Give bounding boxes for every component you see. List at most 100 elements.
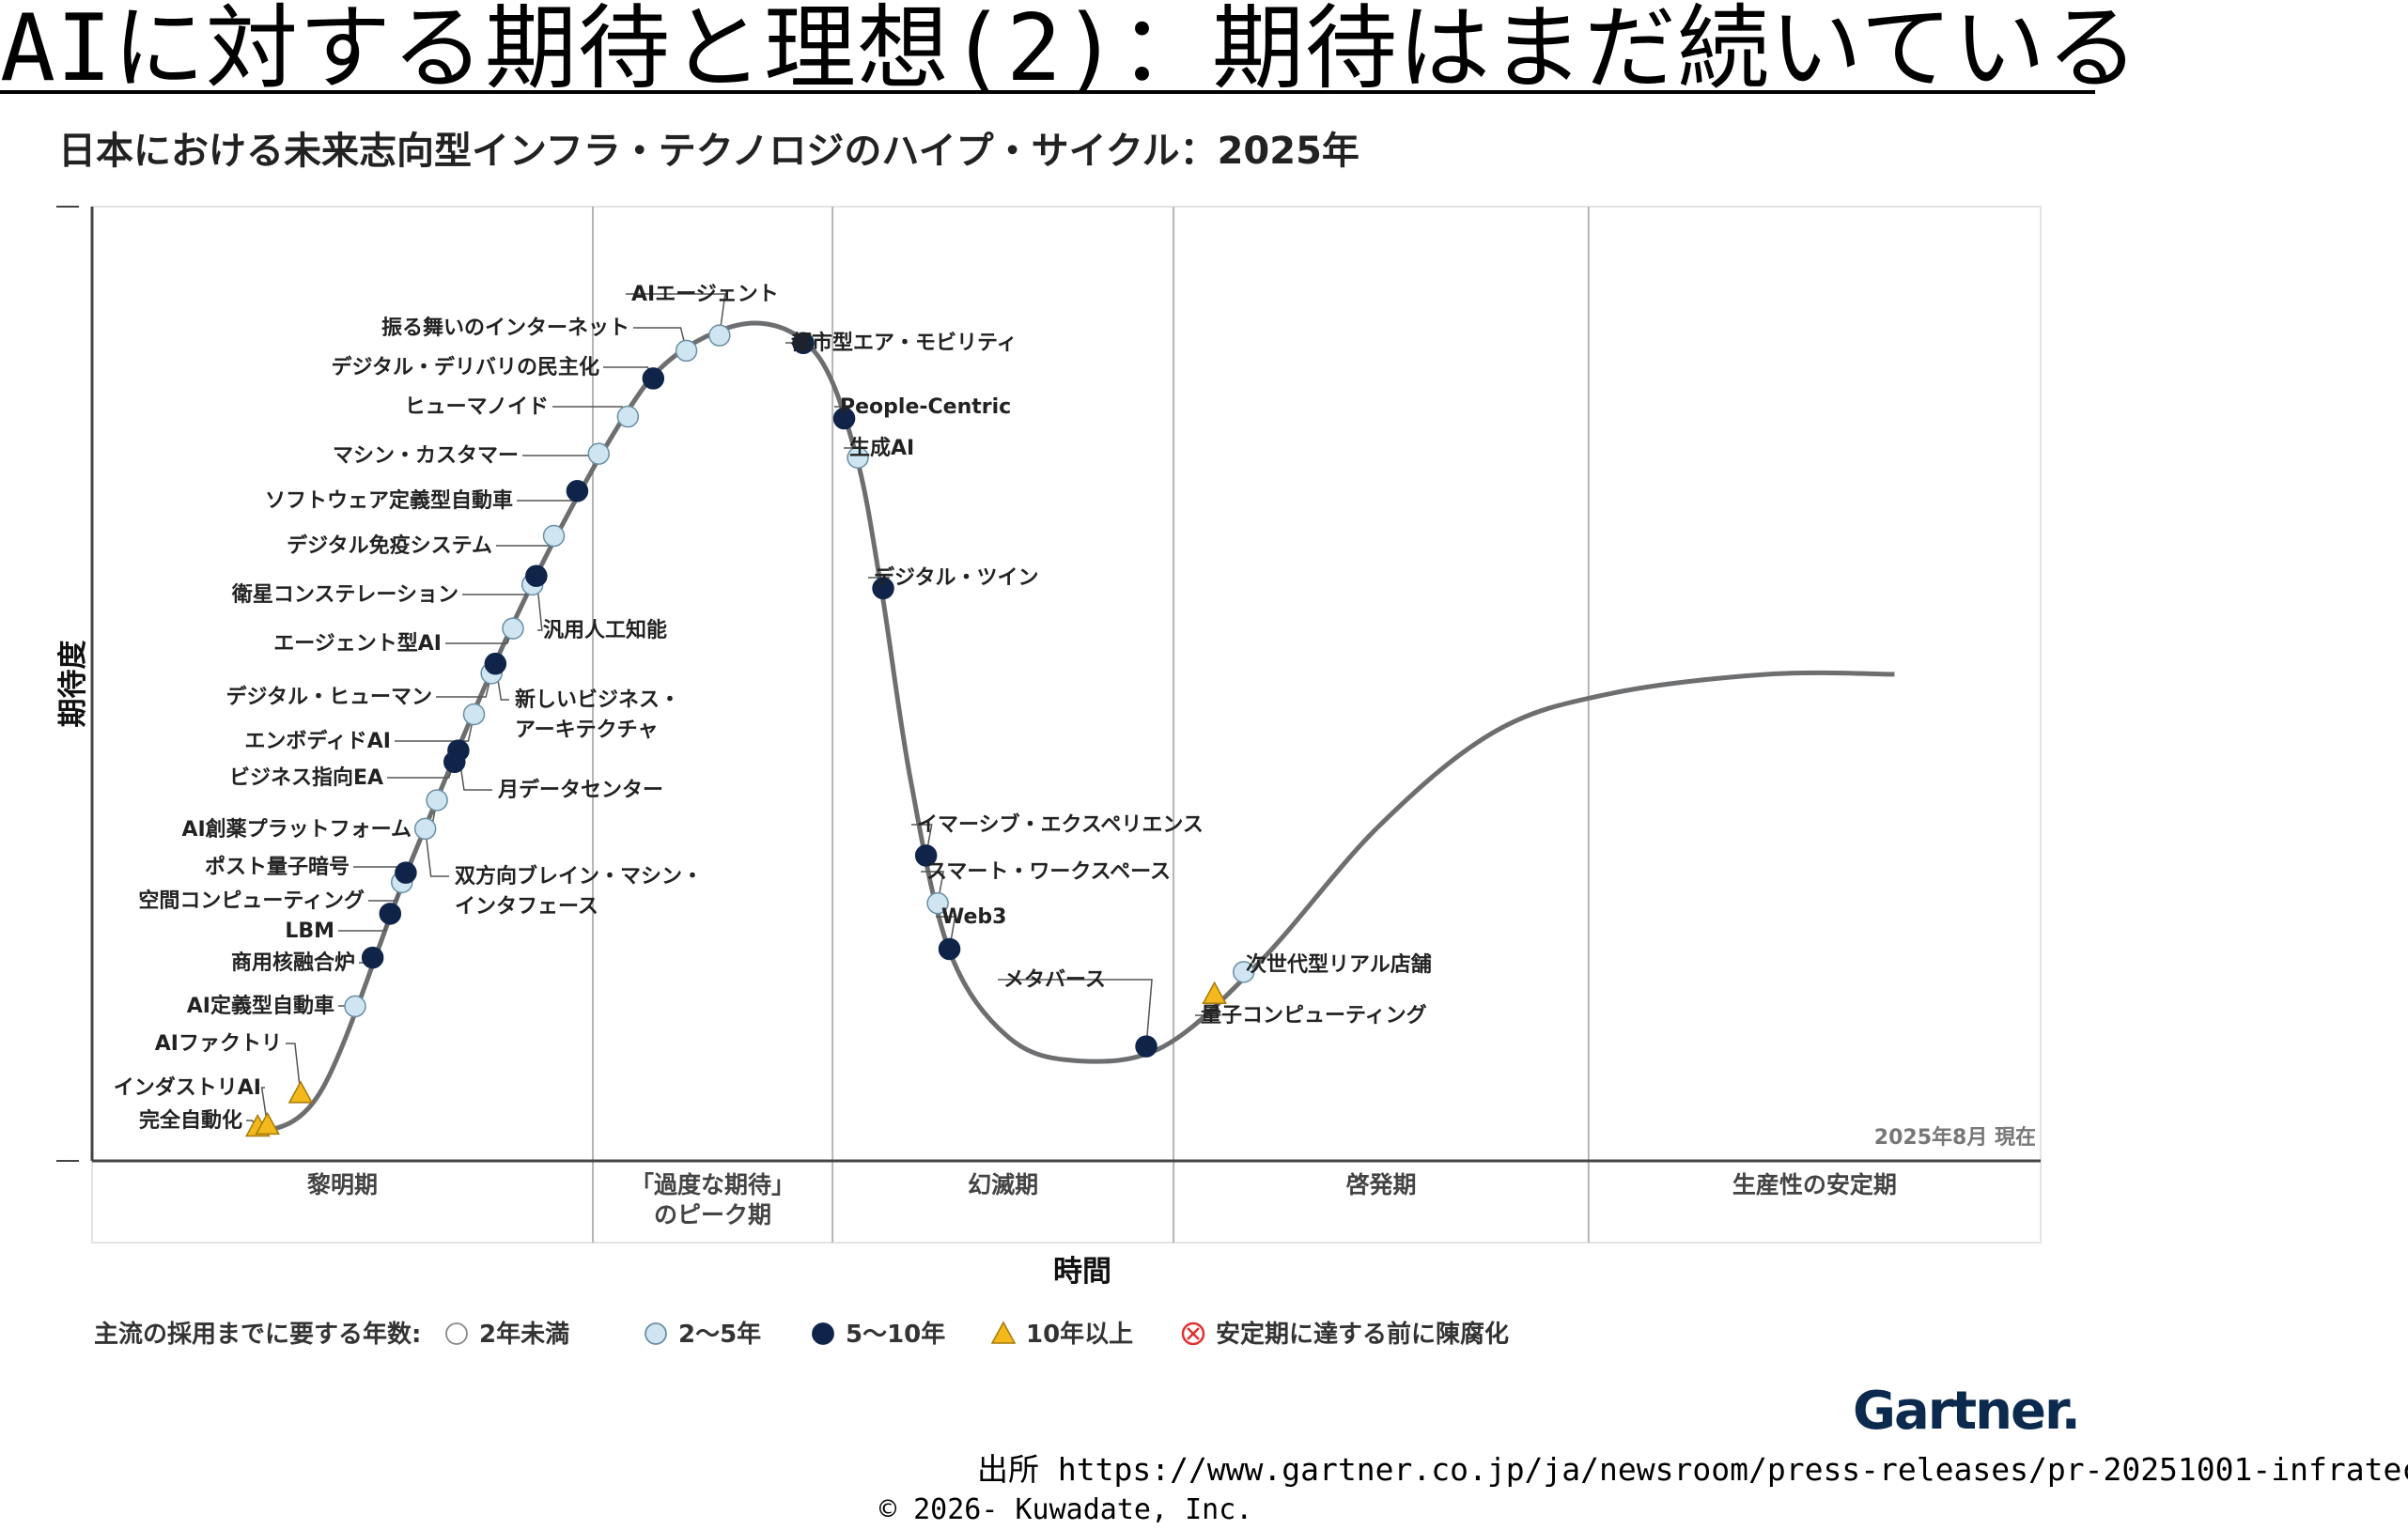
marker-circle bbox=[872, 577, 894, 600]
technology-label: ヒューマノイド bbox=[405, 395, 549, 419]
legend-item-label: 安定期に達する前に陳腐化 bbox=[1216, 1320, 1509, 1349]
phase-dividers bbox=[592, 207, 1590, 1243]
marker-circle bbox=[708, 324, 731, 347]
technology-label: デジタル・ヒューマン bbox=[225, 685, 432, 709]
marker-circle bbox=[413, 817, 437, 841]
legend-symbol bbox=[812, 1322, 834, 1345]
technology-label: デジタル・ツイン bbox=[874, 565, 1039, 590]
technology-label: エンボディドAI bbox=[244, 729, 391, 753]
leader-line bbox=[522, 453, 599, 456]
as-of-date: 2025年8月 現在 bbox=[1874, 1125, 2036, 1150]
technology-label: AIエージェント bbox=[631, 283, 779, 306]
marker-circle bbox=[426, 789, 448, 811]
marker-circle bbox=[616, 405, 640, 428]
marker-circle bbox=[642, 367, 665, 390]
legend-symbol bbox=[990, 1321, 1017, 1344]
marker-circle bbox=[914, 844, 938, 867]
marker-triangle bbox=[255, 1111, 280, 1136]
technology-label: マシン・カスタマー bbox=[333, 444, 519, 468]
chart-title: 日本における未来志向型インフラ・テクノロジのハイプ・サイクル：2025年 bbox=[58, 130, 1359, 173]
technology-label: AI定義型自動車 bbox=[187, 994, 334, 1018]
technology-label: LBM bbox=[285, 920, 334, 943]
marker-triangle bbox=[1202, 981, 1227, 1004]
technology-label: AI創薬プラットフォーム bbox=[181, 818, 412, 842]
legend-title: 主流の採用までに要する年数: bbox=[94, 1320, 421, 1349]
copyright: © 2026- Kuwadate, Inc. bbox=[879, 1493, 1253, 1526]
marker-circle bbox=[344, 995, 366, 1018]
technology-markers bbox=[245, 324, 1255, 1137]
legend-item-label: 2～5年 bbox=[678, 1320, 761, 1349]
leader-line bbox=[626, 293, 726, 336]
phase-label: 生産性の安定期 bbox=[1732, 1171, 1897, 1198]
marker-circle bbox=[675, 339, 698, 363]
technology-label: 双方向ブレイン・マシン・インタフェース bbox=[455, 864, 703, 919]
marker-circle bbox=[395, 861, 417, 884]
legend: 主流の採用までに要する年数: 2年未満 2～5年 5～10年 10年以上 安定期に達する前… bbox=[94, 1320, 1509, 1349]
technology-label: 商用核融合炉 bbox=[231, 950, 355, 975]
label-leader-lines bbox=[246, 293, 1251, 1128]
technology-label: 完全自動化 bbox=[139, 1108, 242, 1133]
marker-circle bbox=[1135, 1035, 1157, 1058]
legend-item-label: 5～10年 bbox=[846, 1320, 945, 1349]
marker-circle bbox=[847, 446, 869, 469]
marker-circle bbox=[379, 903, 402, 925]
technology-label: デジタル免疫システム bbox=[287, 533, 492, 558]
leader-line bbox=[424, 828, 449, 877]
phase-label: 啓発期 bbox=[1345, 1171, 1416, 1198]
technology-label: ソフトウェア定義型自動車 bbox=[265, 488, 513, 513]
gartner-logo: Gartner. bbox=[1853, 1381, 2081, 1442]
leader-line bbox=[536, 576, 543, 631]
marker-circle bbox=[792, 332, 815, 355]
phase-label: 黎明期 bbox=[307, 1171, 378, 1198]
technology-label: 量子コンピューティング bbox=[1201, 1003, 1427, 1028]
phase-label: 「過度な期待」のピーク期 bbox=[630, 1171, 795, 1229]
marker-circle bbox=[462, 703, 486, 726]
technology-label: 新しいビジネス・アーキテクチャ bbox=[515, 688, 680, 742]
title-underline bbox=[0, 90, 2095, 94]
y-axis-title: 期待度 bbox=[56, 641, 90, 728]
marker-circle bbox=[447, 739, 470, 762]
technology-label: インダストリAI bbox=[114, 1075, 261, 1100]
technology-label: ポスト量子暗号 bbox=[205, 855, 350, 879]
technology-label: 生成AI bbox=[849, 437, 914, 460]
slide-title: AIに対する期待と理想(2)：期待はまだ続いている bbox=[0, 0, 2140, 102]
marker-triangle bbox=[287, 1080, 314, 1104]
marker-circle bbox=[542, 524, 566, 548]
technology-label: ビジネス指向EA bbox=[229, 765, 383, 790]
legend-symbol bbox=[645, 1322, 667, 1345]
technology-label: スマート・ワークスペース bbox=[926, 860, 1171, 884]
marker-circle bbox=[587, 442, 610, 465]
source-citation: 出所 https://www.gartner.co.jp/ja/newsroom… bbox=[977, 1451, 2408, 1488]
legend-item-label: 2年未満 bbox=[479, 1320, 569, 1349]
marker-circle bbox=[938, 937, 961, 961]
technology-label: エージェント型AI bbox=[273, 632, 442, 656]
technology-label: メタバース bbox=[1003, 968, 1106, 992]
technology-label: デジタル・デリバリの民主化 bbox=[331, 355, 599, 379]
technology-label: Web3 bbox=[941, 905, 1006, 929]
technology-label: 振る舞いのインターネット bbox=[381, 316, 629, 340]
legend-symbol bbox=[445, 1322, 468, 1345]
technology-label: 衛星コンステレーション bbox=[231, 582, 458, 607]
technology-label: 都市型エア・モビリティ bbox=[790, 331, 1018, 355]
technology-label: 月データセンター bbox=[497, 778, 663, 802]
leader-line bbox=[998, 979, 1153, 1047]
leader-line bbox=[552, 406, 629, 417]
marker-circle bbox=[926, 891, 949, 915]
technology-labels: 完全自動化 インダストリAI AIファクトリ AI定義型自動車 商用核融合炉 LBM 空間コ… bbox=[114, 283, 1432, 1133]
marker-circle bbox=[484, 652, 507, 675]
technology-label: 空間コンピューティング bbox=[138, 889, 365, 913]
marker-circle bbox=[361, 946, 384, 969]
technology-label: 次世代型リアル店舗 bbox=[1246, 952, 1432, 977]
phase-label: 幻滅期 bbox=[968, 1171, 1038, 1198]
technology-label: イマーシブ・エクスペリエンス bbox=[917, 812, 1204, 837]
leader-line bbox=[260, 1087, 269, 1126]
marker-circle bbox=[525, 564, 548, 587]
technology-label: AIファクトリ bbox=[155, 1032, 282, 1056]
leader-line bbox=[286, 1043, 302, 1094]
marker-circle bbox=[1232, 961, 1255, 983]
phase-labels: 黎明期 「過度な期待」のピーク期 幻滅期 啓発期 生産性の安定期 bbox=[307, 1171, 1897, 1229]
technology-label: 汎用人工知能 bbox=[543, 618, 667, 642]
technology-label: People-Centric bbox=[840, 395, 1011, 419]
legend-symbol-cross bbox=[1187, 1327, 1200, 1340]
